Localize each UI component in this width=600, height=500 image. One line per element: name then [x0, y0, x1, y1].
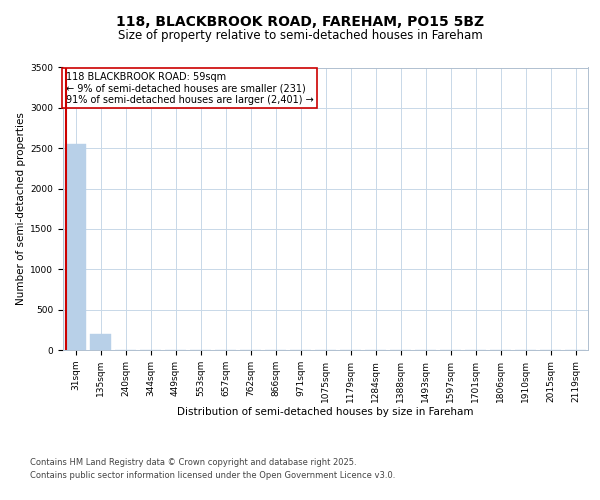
- Text: 118, BLACKBROOK ROAD, FAREHAM, PO15 5BZ: 118, BLACKBROOK ROAD, FAREHAM, PO15 5BZ: [116, 16, 484, 30]
- Bar: [90, 334, 111, 350]
- Text: Contains public sector information licensed under the Open Government Licence v3: Contains public sector information licen…: [30, 470, 395, 480]
- X-axis label: Distribution of semi-detached houses by size in Fareham: Distribution of semi-detached houses by …: [177, 408, 474, 418]
- Bar: [65, 144, 86, 350]
- Text: Size of property relative to semi-detached houses in Fareham: Size of property relative to semi-detach…: [118, 28, 482, 42]
- Text: 118 BLACKBROOK ROAD: 59sqm
← 9% of semi-detached houses are smaller (231)
91% of: 118 BLACKBROOK ROAD: 59sqm ← 9% of semi-…: [65, 72, 313, 105]
- Y-axis label: Number of semi-detached properties: Number of semi-detached properties: [16, 112, 26, 305]
- Text: Contains HM Land Registry data © Crown copyright and database right 2025.: Contains HM Land Registry data © Crown c…: [30, 458, 356, 467]
